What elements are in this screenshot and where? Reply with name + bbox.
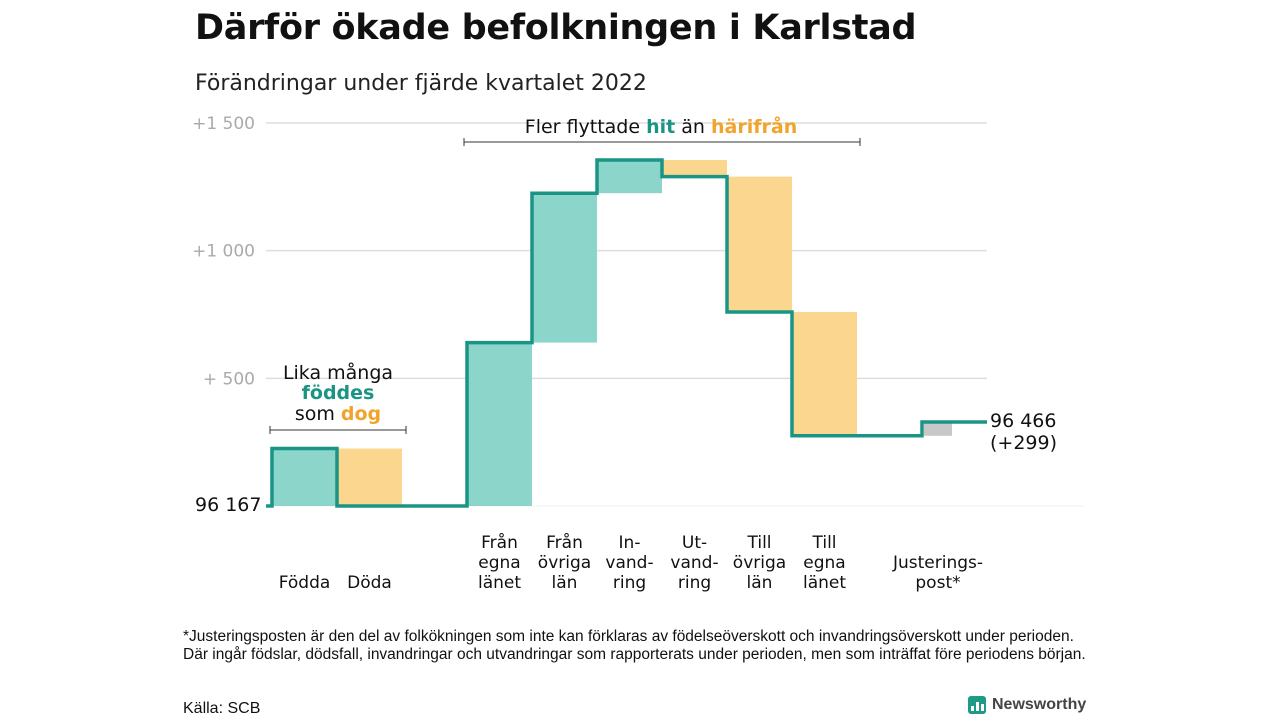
grid-layer: + 500 +1 000 +1 500 bbox=[192, 114, 1085, 507]
category-label: Från bbox=[546, 532, 583, 553]
category-label: Ut- bbox=[682, 533, 707, 553]
source: Källa: SCB bbox=[183, 700, 261, 717]
footnote: *Justeringsposten är den del av folkökni… bbox=[183, 628, 1086, 663]
newsworthy-logo-icon bbox=[968, 696, 986, 714]
bar-tillövrigalän bbox=[727, 176, 792, 312]
label-layer: Födda DödaFrånegnalänetFrånövrigalänIn-va… bbox=[279, 532, 983, 593]
category-label: länet bbox=[478, 573, 521, 593]
y-tick-label: +1 000 bbox=[192, 242, 255, 262]
annotation-som: som bbox=[295, 403, 335, 425]
newsworthy-logo-text: Newsworthy bbox=[992, 696, 1087, 713]
bar-justeringspost bbox=[924, 421, 952, 436]
category-label: Födda bbox=[279, 573, 331, 593]
annotation-died-word: dog bbox=[341, 403, 381, 425]
bar-utvandring bbox=[662, 160, 727, 177]
annotation-hit-word: hit bbox=[646, 116, 675, 138]
category-label: län bbox=[747, 573, 773, 593]
newsworthy-logo: Newsworthy bbox=[968, 696, 1086, 714]
bar-döda bbox=[337, 448, 402, 506]
annotation-migration: Fler flyttade hit än härifrån bbox=[525, 114, 797, 138]
y-tick-label: +1 500 bbox=[192, 114, 255, 134]
annotation-migration-middle: än bbox=[681, 116, 705, 138]
population-step-line bbox=[266, 158, 987, 508]
annotation-migration-bracket bbox=[463, 138, 861, 146]
bar-layer bbox=[272, 160, 952, 506]
annotation-births-line1: Lika många bbox=[283, 361, 393, 384]
category-label: övriga bbox=[538, 553, 591, 573]
chart-subtitle: Förändringar under fjärde kvartalet 2022 bbox=[195, 71, 647, 96]
end-change-label: (+299) bbox=[990, 432, 1057, 454]
category-label: vand- bbox=[670, 553, 718, 573]
category-label: Justerings- bbox=[892, 553, 983, 573]
annotation-born-word: föddes bbox=[302, 382, 375, 404]
category-label: egna bbox=[478, 553, 520, 573]
bar-frånegnalänet bbox=[467, 342, 532, 506]
end-value-label: 96 466 bbox=[990, 410, 1056, 432]
bar-tillegnalänet bbox=[792, 311, 857, 436]
bar-frånövrigalän bbox=[532, 193, 597, 343]
category-label: Döda bbox=[347, 573, 392, 593]
category-label: vand- bbox=[605, 553, 653, 573]
bar-födda bbox=[272, 448, 337, 506]
category-label: Till bbox=[746, 533, 771, 553]
annotation-migration-prefix: Fler flyttade bbox=[525, 116, 640, 138]
chart-title: Därför ökade befolkningen i Karlstad bbox=[195, 8, 917, 48]
category-label: ring bbox=[678, 573, 711, 593]
waterfall-chart: + 500+1 000+1 500 Födda DödaFrånegnalänet… bbox=[192, 114, 1085, 593]
category-label: In- bbox=[619, 533, 641, 553]
category-label: Från bbox=[481, 532, 518, 553]
category-label: post* bbox=[915, 573, 960, 593]
category-label: egna bbox=[803, 553, 845, 573]
annotation-births-bracket bbox=[269, 426, 407, 434]
bar-invandring bbox=[597, 160, 662, 194]
category-label: övriga bbox=[733, 553, 786, 573]
category-label: länet bbox=[803, 573, 846, 593]
step-line-layer bbox=[266, 158, 987, 508]
category-label: län bbox=[552, 573, 578, 593]
annotation-harifran-word: härifrån bbox=[711, 114, 797, 138]
y-tick-label: + 500 bbox=[203, 369, 255, 389]
annotation-births-line3: som dog bbox=[295, 403, 381, 425]
category-label: ring bbox=[613, 573, 646, 593]
start-value-label: 96 167 bbox=[195, 494, 261, 516]
category-label: Till bbox=[811, 533, 836, 553]
